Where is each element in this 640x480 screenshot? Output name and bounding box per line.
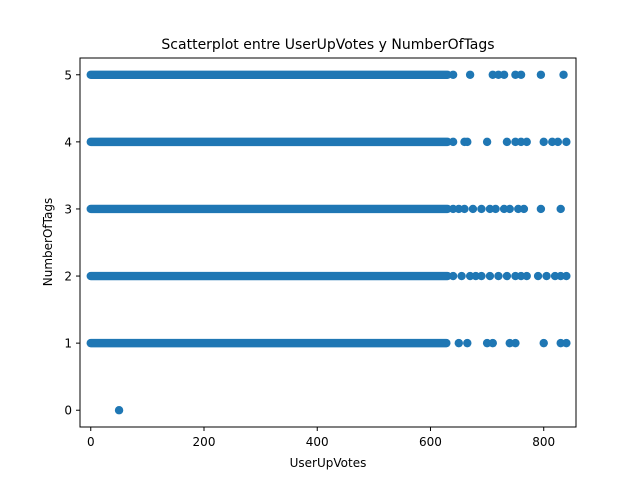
data-point	[562, 338, 571, 348]
data-point	[533, 271, 543, 281]
data-point	[522, 137, 531, 147]
x-axis-label: UserUpVotes	[290, 456, 367, 470]
data-point	[516, 70, 526, 79]
data-point	[519, 204, 529, 214]
data-point	[460, 204, 469, 214]
data-point	[539, 338, 548, 348]
x-tick-label: 0	[87, 435, 95, 449]
data-point	[448, 271, 458, 281]
data-point	[477, 271, 486, 281]
x-tick-label: 400	[306, 435, 329, 449]
data-point	[505, 204, 514, 214]
data-point	[522, 271, 531, 281]
data-point	[556, 204, 565, 214]
data-point	[465, 70, 475, 79]
data-point	[114, 406, 124, 415]
data-point	[502, 137, 512, 147]
y-tick-label: 5	[64, 68, 72, 82]
data-point	[488, 338, 497, 348]
data-point	[482, 137, 492, 147]
data-point	[562, 271, 571, 281]
data-point	[562, 137, 571, 147]
y-axis-label: NumberOfTags	[41, 198, 55, 286]
data-point	[468, 204, 478, 214]
x-tick-label: 600	[419, 435, 442, 449]
x-axis: 0 200 400 600 800	[87, 427, 555, 449]
data-point	[448, 70, 458, 79]
y-axis: 0 1 2 3 4 5	[64, 68, 80, 418]
data-point	[511, 338, 520, 348]
y-tick-label: 2	[64, 270, 72, 284]
data-point	[463, 137, 472, 147]
data-point	[454, 338, 463, 348]
data-point	[448, 137, 458, 147]
data-point	[499, 70, 509, 79]
data-point	[536, 204, 546, 214]
y-tick-label: 0	[64, 404, 72, 418]
data-point	[542, 271, 551, 281]
data-point	[502, 271, 512, 281]
data-point	[491, 204, 500, 214]
data-point	[485, 271, 495, 281]
data-point	[536, 70, 546, 79]
data-point	[553, 137, 563, 147]
x-tick-label: 200	[193, 435, 216, 449]
data-marks	[86, 70, 571, 415]
data-point	[457, 271, 466, 281]
data-point	[494, 271, 503, 281]
data-point	[477, 204, 486, 214]
data-point	[539, 137, 548, 147]
y-tick-label: 4	[64, 135, 72, 149]
plot-frame	[79, 57, 577, 428]
x-tick-label: 800	[532, 435, 555, 449]
chart-title: Scatterplot entre UserUpVotes y NumberOf…	[161, 37, 494, 53]
data-point	[463, 338, 472, 348]
y-tick-label: 1	[64, 337, 72, 351]
data-point	[559, 70, 568, 79]
y-tick-label: 3	[64, 202, 72, 216]
